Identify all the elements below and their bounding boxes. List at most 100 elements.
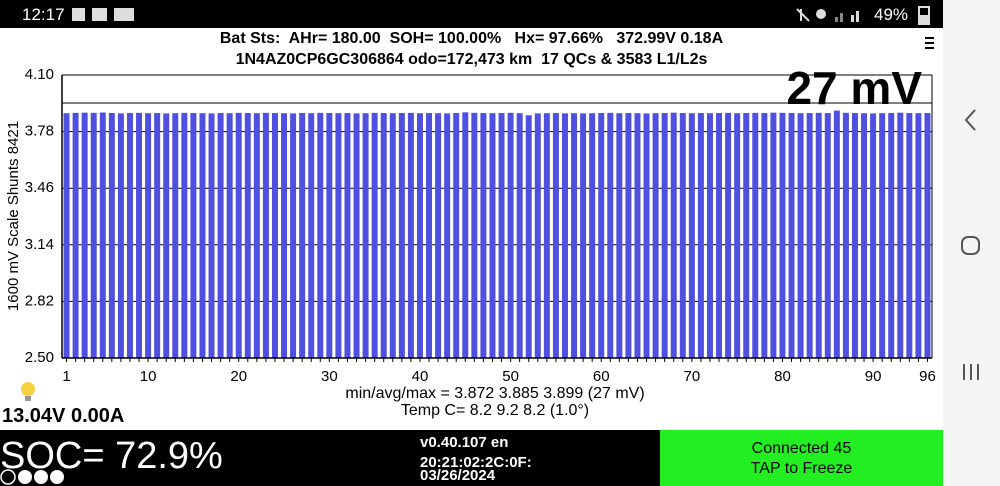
bar [688,113,695,358]
bar [761,113,768,358]
bar [172,113,179,358]
signal-icons [796,8,859,22]
bar [145,113,152,358]
bar [253,113,260,358]
header-line-2: 1N4AZ0CP6GC306864 odo=172,473 km 17 QCs … [235,51,708,68]
clock: 12:17 [22,5,65,24]
bar [716,113,723,358]
bar [362,113,369,358]
freeze-hint: TAP to Freeze [750,460,853,477]
bar [743,113,750,358]
bar [779,112,786,358]
bar [725,112,732,358]
y-tick-label: 3.78 [25,123,54,140]
header-line-1: Bat Sts: AHr= 180.00 SOH= 100.00% Hx= 97… [219,30,724,47]
battery-level: 49% [874,5,909,24]
dots [0,469,64,485]
bar [281,113,288,358]
bar [806,113,813,358]
bar [99,112,106,358]
bar [833,110,840,358]
bar [326,113,333,358]
bar [788,113,795,358]
bar [462,112,469,359]
bar [571,113,578,358]
bar [879,113,886,358]
bar [471,112,478,358]
bar [271,113,278,358]
bar [181,112,188,358]
app-version: v0.40.107 en [420,434,509,451]
bar [407,112,414,358]
cell-stats: min/avg/max = 3.872 3.885 3.899 (27 mV) [345,385,644,402]
bar [136,112,143,358]
bar [63,113,70,358]
bar [842,112,849,358]
bar [480,113,487,358]
soc: SOC= 72.9% [0,435,223,477]
bar [90,112,97,358]
bar [353,113,360,359]
connection-button[interactable]: Connected 45 TAP to Freeze [660,430,943,486]
bar [489,113,496,358]
bar [897,112,904,358]
bar [308,113,315,358]
aux-battery: 13.04V 0.00A [2,405,125,427]
bar [616,113,623,358]
bar [81,112,88,358]
x-tick-label: 1 [62,368,70,385]
bar [444,113,451,359]
chart: 1600 mV Scale Shunts 8421 27 mV min/avg/… [5,62,936,419]
bar [815,112,822,358]
bar [661,113,668,358]
bar [634,113,641,358]
recents-button[interactable] [961,362,983,382]
y-tick-label: 3.14 [25,236,54,253]
bar [335,113,342,358]
x-tick-label: 60 [593,368,610,385]
status-bar: 12:17 49% [0,0,943,28]
bar [861,113,868,358]
bar [706,113,713,358]
x-tick-label: 30 [321,368,338,385]
home-button[interactable] [960,235,982,257]
menu-button[interactable] [924,36,936,50]
bar [190,113,197,358]
date: 03/26/2024 [420,467,496,484]
bar [226,113,233,358]
bar [534,113,541,359]
bar [290,113,297,359]
x-tick-label: 80 [774,368,791,385]
bar [525,115,532,358]
y-tick-label: 3.46 [25,179,54,196]
bar [770,112,777,358]
adapter-address: 20:21:02:2C:0F: [420,454,532,471]
bar [643,113,650,359]
bar [398,113,405,358]
bar [888,113,895,358]
bar [299,113,306,358]
bar [543,113,550,358]
lightbulb-icon[interactable] [18,380,38,404]
battery-icon [918,6,930,25]
bar [915,113,922,358]
x-tick-label: 40 [412,368,429,385]
y-tick-label: 2.50 [25,349,54,366]
bar [154,113,161,358]
connection-status: Connected 45 [751,440,852,457]
bar [344,113,351,358]
y-tick-label: 4.10 [25,66,54,83]
bar [435,113,442,358]
bar [117,113,124,359]
bar [507,112,514,358]
bar [851,113,858,358]
x-tick-label: 90 [865,368,882,385]
bar [516,113,523,358]
bar [235,112,242,358]
bar [670,112,677,358]
x-tick-label: 50 [502,368,519,385]
bar [589,113,596,358]
back-button[interactable] [961,108,981,132]
bar [552,113,559,358]
bar [752,112,759,358]
